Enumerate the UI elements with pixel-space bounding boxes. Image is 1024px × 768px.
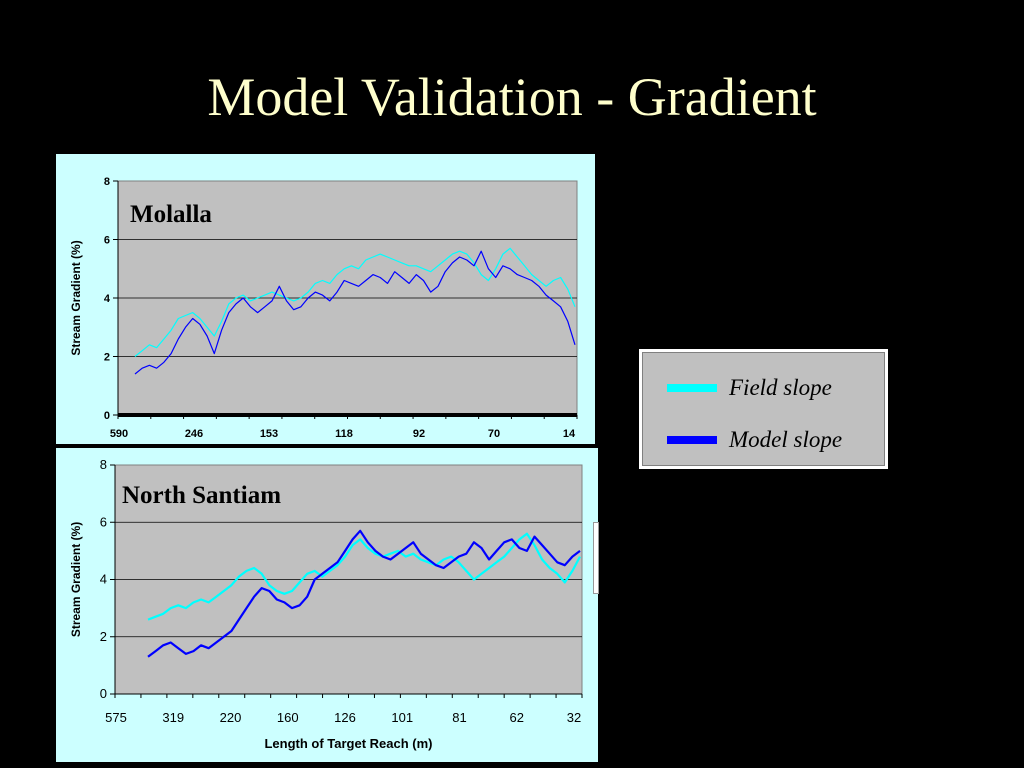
x-tick-label: 590 (110, 428, 128, 440)
y-axis-label: Stream Gradient (%) (69, 240, 83, 355)
legend-item-model-slope: Model slope (667, 425, 842, 455)
chart-title: North Santiam (122, 482, 281, 509)
x-tick-label: 101 (391, 710, 413, 725)
legend-label-field-slope: Field slope (729, 375, 832, 400)
y-tick-label: 2 (104, 352, 110, 364)
chart-title: Molalla (130, 201, 212, 228)
slide-title: Model Validation - Gradient (207, 67, 817, 127)
y-tick-label: 8 (104, 176, 110, 188)
series-line-field-slope (147, 532, 581, 621)
chart-north-santiam: 0 2 4 6 8 575 319 220 160 126 101 81 62 32 North Santi… (69, 457, 583, 751)
y-tick-label: 6 (100, 514, 107, 529)
legend-label-model-slope: Model slope (729, 427, 843, 452)
x-axis-label: Length of Target Reach (m) (264, 736, 432, 751)
series-line-model-slope (134, 250, 576, 375)
x-tick-label: 246 (185, 428, 203, 440)
y-tick-label: 4 (104, 293, 111, 305)
hidden-legend-fragment (593, 522, 599, 594)
x-tick-label: 319 (162, 710, 184, 725)
legend-box: Field slope Model slope (642, 352, 885, 466)
x-tick-label: 92 (413, 428, 425, 440)
legend-swatch-field-slope (667, 384, 717, 392)
y-tick-label: 6 (104, 235, 110, 247)
x-tick-label: 153 (260, 428, 278, 440)
legend-item-field-slope: Field slope (667, 373, 832, 403)
legend-swatch-model-slope (667, 436, 717, 444)
y-tick-label: 0 (100, 686, 107, 701)
x-tick-label: 575 (105, 710, 127, 725)
series-line-field-slope (134, 247, 576, 357)
series-line-model-slope (147, 529, 581, 658)
x-tick-label: 160 (277, 710, 299, 725)
x-tick-label: 62 (510, 710, 524, 725)
chart-panel-molalla: 0 2 4 6 8 590 246 153 118 92 70 14 Molalla Stream Gra… (56, 154, 595, 444)
x-tick-label: 126 (334, 710, 356, 725)
y-tick-label: 8 (100, 457, 107, 472)
x-tick-label: 118 (335, 428, 353, 440)
x-tick-label: 220 (220, 710, 242, 725)
y-tick-label: 4 (100, 572, 107, 587)
x-tick-label: 14 (563, 428, 576, 440)
x-tick-label: 81 (452, 710, 466, 725)
y-tick-label: 0 (104, 410, 110, 422)
chart-panel-north-santiam: 0 2 4 6 8 575 319 220 160 126 101 81 62 32 North Santi… (56, 448, 598, 762)
x-tick-label: 32 (567, 710, 581, 725)
x-tick-label: 70 (488, 428, 500, 440)
legend: Field slope Model slope (639, 349, 888, 469)
y-tick-label: 2 (100, 629, 107, 644)
y-axis-label: Stream Gradient (%) (69, 522, 83, 637)
